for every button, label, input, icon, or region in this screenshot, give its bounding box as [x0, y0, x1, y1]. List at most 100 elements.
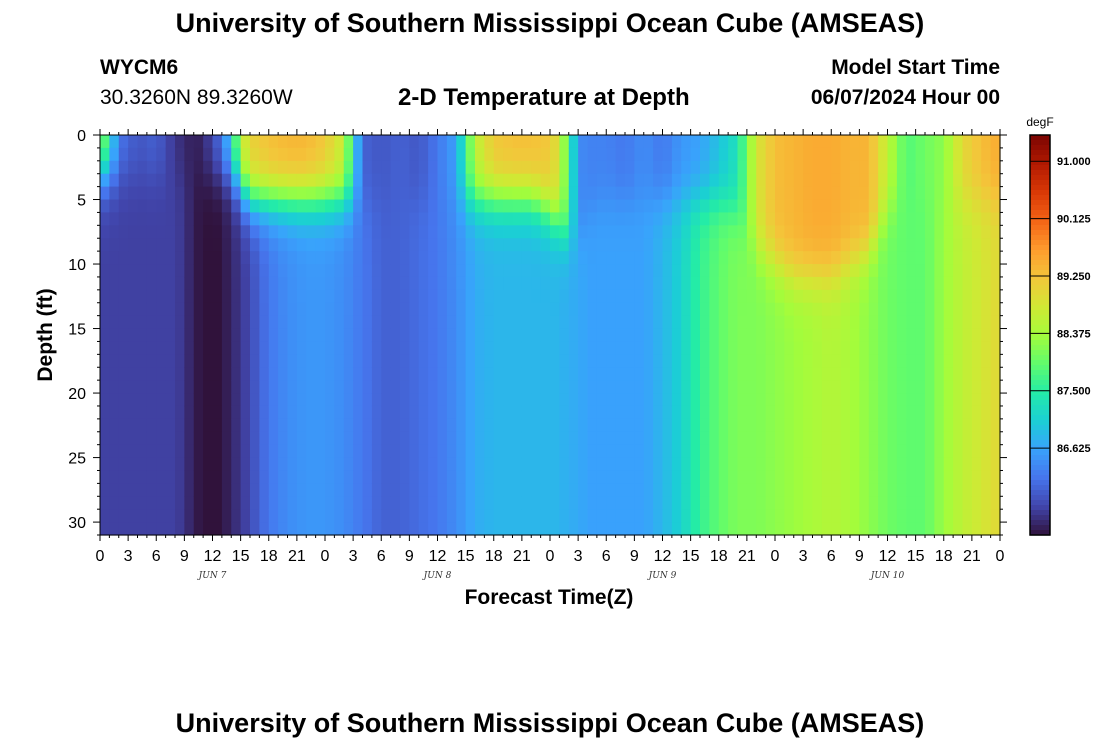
- heatmap-cell: [240, 186, 251, 201]
- heatmap-cell: [250, 509, 260, 523]
- heatmap-cell: [550, 522, 560, 536]
- heatmap-cell: [793, 444, 804, 459]
- heatmap-cell: [718, 354, 729, 368]
- heatmap-cell: [587, 147, 598, 162]
- heatmap-cell: [118, 264, 129, 278]
- heatmap-cell: [343, 276, 354, 291]
- heatmap-cell: [409, 186, 420, 201]
- heatmap-cell: [981, 393, 992, 407]
- heatmap-cell: [184, 509, 195, 523]
- heatmap-cell: [906, 289, 917, 304]
- heatmap-cell: [643, 457, 654, 472]
- heatmap-cell: [793, 457, 804, 472]
- heatmap-cell: [362, 264, 373, 278]
- heatmap-cell: [306, 496, 317, 510]
- heatmap-cell: [409, 444, 420, 459]
- heatmap-cell: [212, 212, 223, 226]
- heatmap-cell: [643, 251, 654, 265]
- heatmap-cell: [203, 470, 214, 484]
- heatmap-cell: [156, 147, 167, 162]
- heatmap-cell: [765, 341, 776, 355]
- heatmap-cell: [625, 393, 635, 407]
- heatmap-cell: [971, 238, 982, 252]
- heatmap-cell: [784, 393, 795, 407]
- heatmap-cell: [887, 496, 898, 510]
- heatmap-cell: [315, 405, 326, 420]
- heatmap-cell: [118, 135, 129, 149]
- heatmap-cell: [662, 367, 673, 381]
- heatmap-cell: [671, 160, 682, 175]
- colorbar-swatch: [1030, 150, 1050, 156]
- heatmap-cell: [775, 405, 785, 420]
- heatmap-cell: [803, 470, 814, 484]
- heatmap-cell: [793, 225, 804, 239]
- heatmap-cell: [259, 289, 270, 304]
- heatmap-cell: [484, 341, 495, 355]
- heatmap-cell: [484, 522, 495, 536]
- heatmap-cell: [859, 341, 870, 355]
- heatmap-cell: [437, 405, 448, 420]
- heatmap-cell: [475, 315, 485, 330]
- heatmap-cell: [812, 315, 823, 330]
- heatmap-cell: [887, 251, 898, 265]
- heatmap-cell: [437, 341, 448, 355]
- heatmap-cell: [578, 496, 589, 510]
- heatmap-cell: [193, 289, 204, 304]
- heatmap-cell: [653, 470, 664, 484]
- heatmap-cell: [971, 496, 982, 510]
- heatmap-cell: [268, 367, 279, 381]
- heatmap-cell: [793, 160, 804, 175]
- heatmap-cell: [653, 367, 664, 381]
- heatmap-cell: [793, 264, 804, 278]
- heatmap-cell: [803, 160, 814, 175]
- heatmap-cell: [156, 470, 167, 484]
- heatmap-cell: [709, 367, 720, 381]
- heatmap-cell: [878, 418, 889, 433]
- heatmap-cell: [371, 483, 382, 497]
- heatmap-cell: [943, 405, 954, 420]
- heatmap-cell: [878, 212, 889, 226]
- heatmap-cell: [156, 328, 167, 343]
- heatmap-cell: [934, 354, 945, 368]
- heatmap-cell: [812, 457, 823, 472]
- heatmap-cell: [381, 418, 392, 433]
- x-tick-label: 3: [574, 548, 583, 565]
- heatmap-cell: [643, 367, 654, 381]
- heatmap-cell: [690, 328, 701, 343]
- heatmap-cell: [184, 380, 195, 394]
- heatmap-cell: [906, 418, 917, 433]
- heatmap-cell: [596, 393, 607, 407]
- heatmap-cell: [821, 444, 832, 459]
- heatmap-cell: [615, 251, 626, 265]
- heatmap-cell: [268, 444, 279, 459]
- heatmap-cell: [840, 251, 851, 265]
- colorbar-swatch: [1030, 235, 1050, 241]
- heatmap-cell: [493, 251, 504, 265]
- heatmap-cell: [746, 483, 757, 497]
- heatmap-cell: [250, 354, 260, 368]
- heatmap-cell: [334, 289, 345, 304]
- heatmap-cell: [371, 341, 382, 355]
- heatmap-cell: [165, 251, 176, 265]
- heatmap-cell: [231, 444, 242, 459]
- heatmap-cell: [925, 173, 935, 188]
- heatmap-cell: [390, 496, 401, 510]
- heatmap-cell: [306, 315, 317, 330]
- heatmap-cell: [128, 276, 139, 291]
- heatmap-cell: [775, 302, 785, 317]
- heatmap-cell: [306, 380, 317, 394]
- heatmap-cell: [446, 457, 457, 472]
- heatmap-cell: [793, 212, 804, 226]
- heatmap-cell: [437, 264, 448, 278]
- heatmap-cell: [803, 147, 814, 162]
- heatmap-cell: [550, 470, 560, 484]
- heatmap-cell: [343, 289, 354, 304]
- heatmap-cell: [812, 147, 823, 162]
- heatmap-cell: [353, 457, 364, 472]
- heatmap-cell: [278, 522, 289, 536]
- heatmap-cell: [943, 496, 954, 510]
- heatmap-cell: [456, 238, 467, 252]
- heatmap-cell: [371, 380, 382, 394]
- heatmap-cell: [859, 470, 870, 484]
- heatmap-cell: [428, 276, 439, 291]
